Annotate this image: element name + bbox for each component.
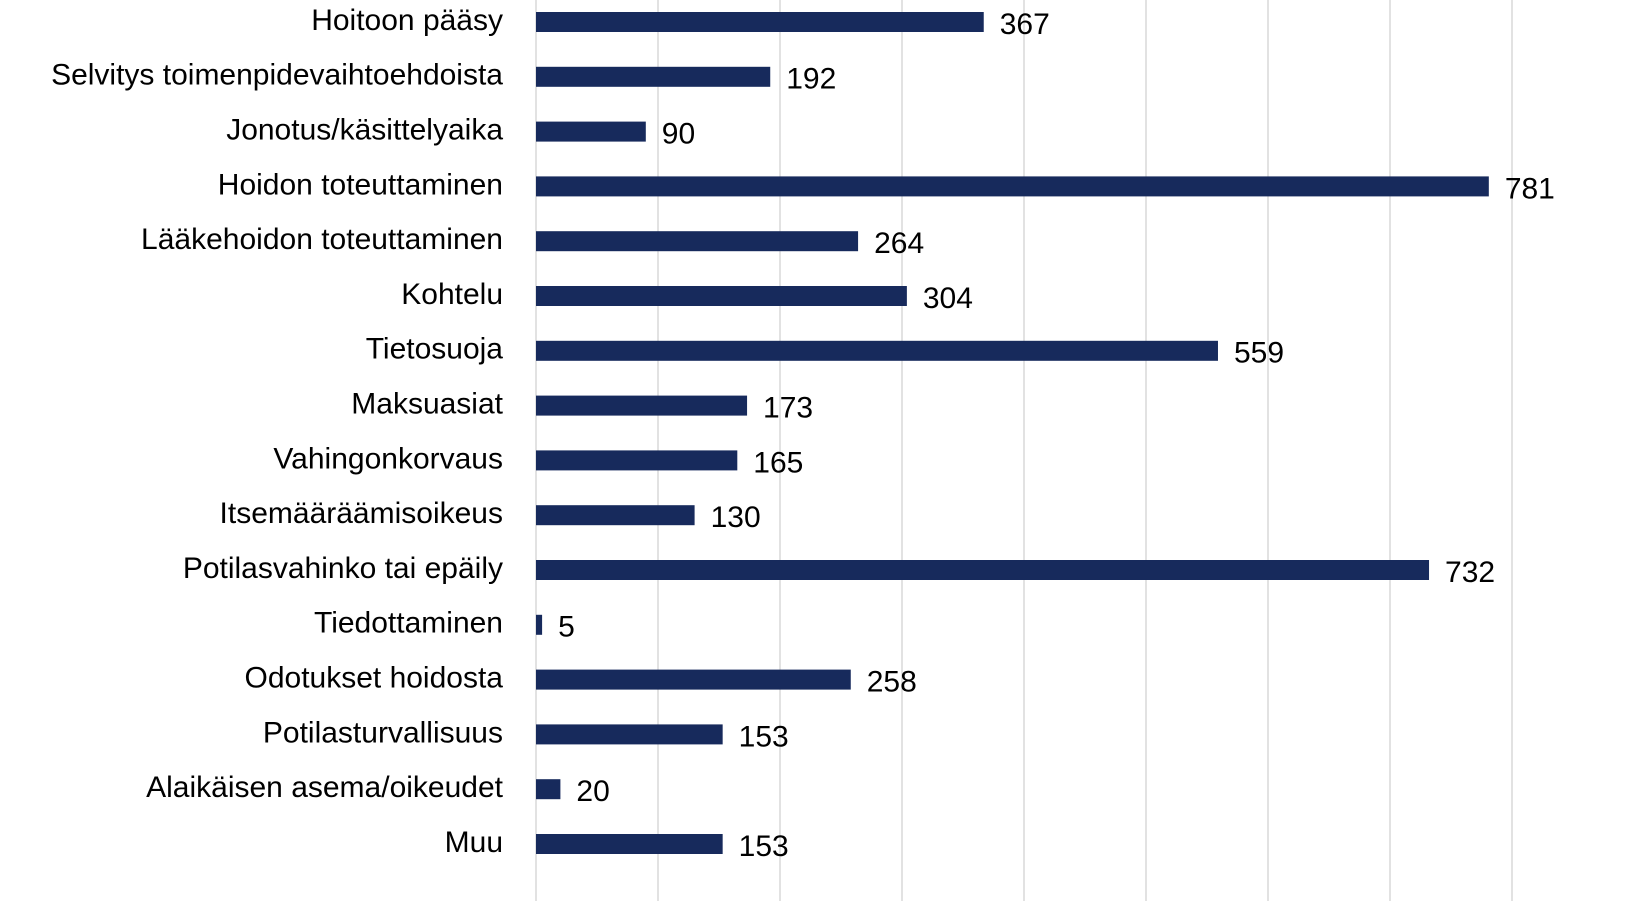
category-label: Selvitys toimenpidevaihtoehdoista: [51, 59, 503, 92]
category-label: Lääkehoidon toteuttaminen: [141, 223, 503, 256]
bar: [536, 779, 561, 800]
category-label: Hoidon toteuttaminen: [218, 168, 503, 201]
value-label: 20: [576, 775, 609, 808]
category-label: Alaikäisen asema/oikeudet: [146, 771, 504, 804]
category-label: Odotukset hoidosta: [244, 662, 503, 695]
value-label: 367: [1000, 8, 1050, 41]
value-label: 559: [1234, 337, 1284, 370]
bar: [536, 834, 723, 854]
category-label: Itsemääräämisoikeus: [220, 497, 503, 530]
value-label: 173: [763, 392, 813, 425]
value-label: 258: [867, 666, 917, 699]
bar: [536, 614, 543, 635]
category-label: Kohtelu: [401, 278, 503, 311]
value-label: 304: [923, 282, 973, 315]
value-label: 781: [1505, 172, 1555, 205]
bar: [536, 395, 748, 416]
category-label: Tiedottaminen: [314, 607, 503, 640]
value-label: 165: [753, 446, 803, 479]
value-label: 153: [739, 830, 789, 863]
category-label: Hoitoon pääsy: [311, 4, 503, 37]
bar: [536, 121, 646, 142]
bar: [536, 231, 859, 252]
category-label: Jonotus/käsittelyaika: [226, 114, 503, 147]
category-label: Muu: [445, 826, 503, 859]
value-label: 264: [874, 227, 924, 260]
value-label: 90: [662, 118, 695, 151]
bar: [536, 286, 907, 306]
bar: [536, 724, 723, 745]
value-label: 192: [786, 63, 836, 96]
bar: [536, 450, 738, 471]
bar: [536, 505, 695, 526]
bar: [536, 176, 1489, 197]
bar: [536, 340, 1218, 361]
category-label: Potilasturvallisuus: [263, 716, 503, 749]
bar: [536, 12, 984, 32]
bar: [536, 66, 771, 87]
value-label: 5: [558, 611, 575, 644]
bar: [536, 669, 851, 690]
category-label: Vahingonkorvaus: [273, 442, 503, 475]
category-label: Maksuasiat: [351, 388, 503, 421]
value-label: 732: [1445, 556, 1495, 589]
category-label: Tietosuoja: [366, 333, 504, 366]
value-label: 130: [711, 501, 761, 534]
value-label: 153: [739, 720, 789, 753]
bar: [536, 560, 1430, 580]
category-label: Potilasvahinko tai epäily: [183, 552, 503, 585]
